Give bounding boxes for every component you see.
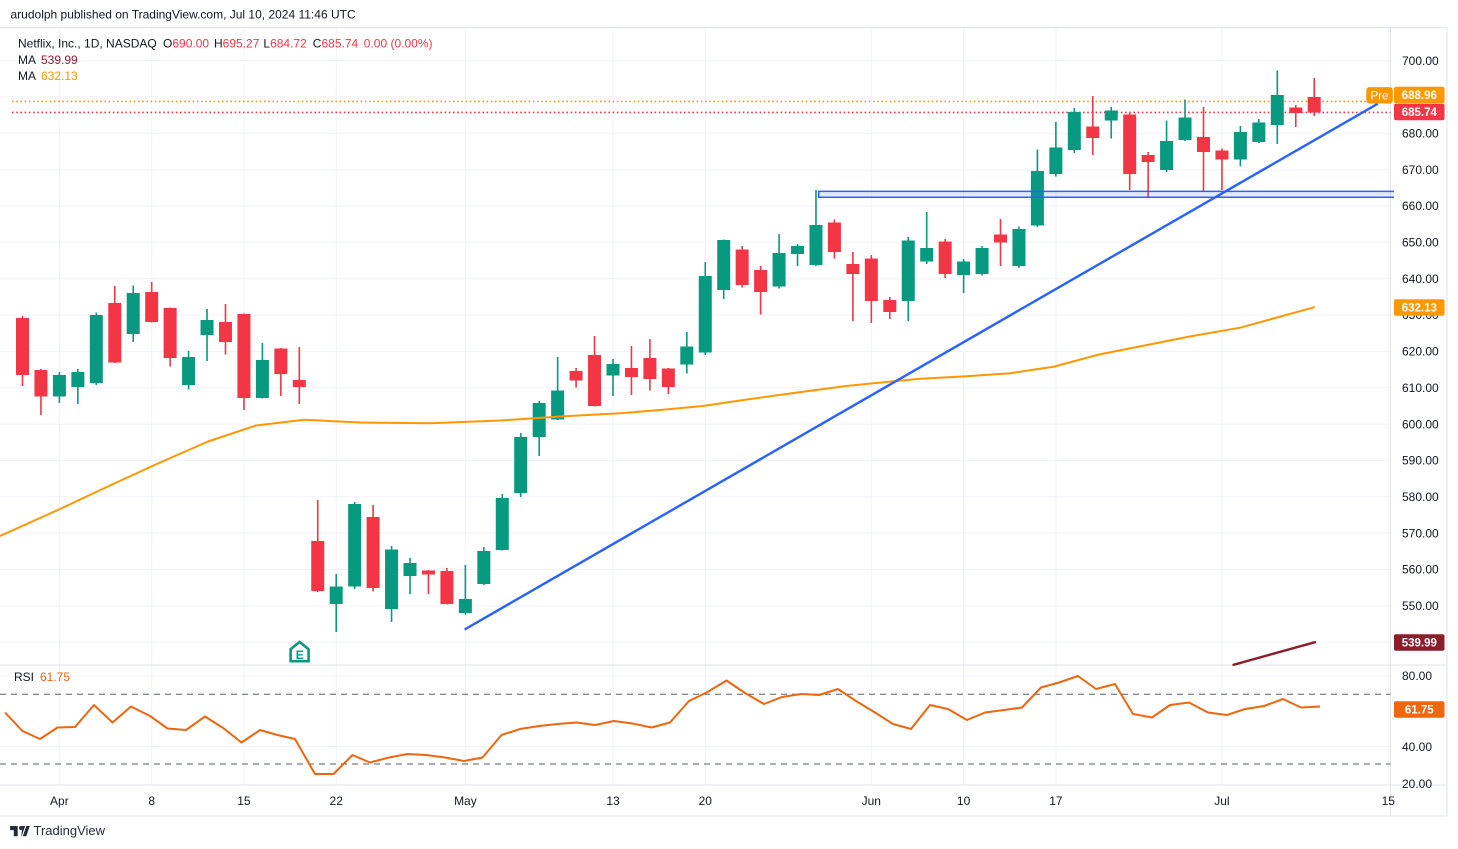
svg-text:20.00: 20.00: [1402, 777, 1432, 791]
svg-text:570.00: 570.00: [1402, 526, 1439, 540]
svg-text:13: 13: [606, 794, 620, 808]
svg-text:Jul: Jul: [1214, 794, 1229, 808]
svg-text:arudolph published on TradingV: arudolph published on TradingView.com, J…: [11, 8, 356, 22]
svg-text:Pre: Pre: [1371, 90, 1389, 102]
svg-text:May: May: [454, 794, 477, 808]
svg-text:560.00: 560.00: [1402, 563, 1439, 577]
svg-text:680.00: 680.00: [1402, 127, 1439, 141]
svg-text:61.75: 61.75: [1405, 705, 1434, 717]
svg-text:15: 15: [1382, 794, 1396, 808]
svg-text:650.00: 650.00: [1402, 236, 1439, 250]
svg-text:539.99: 539.99: [1402, 638, 1437, 650]
svg-text:660.00: 660.00: [1402, 199, 1439, 213]
svg-text:17: 17: [1049, 794, 1063, 808]
svg-text:550.00: 550.00: [1402, 599, 1439, 613]
svg-text:600.00: 600.00: [1402, 417, 1439, 431]
svg-text:10: 10: [957, 794, 971, 808]
svg-text:610.00: 610.00: [1402, 381, 1439, 395]
svg-text:Apr: Apr: [50, 794, 69, 808]
svg-text:Jun: Jun: [862, 794, 881, 808]
svg-text:580.00: 580.00: [1402, 490, 1439, 504]
svg-text:620.00: 620.00: [1402, 345, 1439, 359]
svg-text:TradingView: TradingView: [34, 823, 106, 838]
svg-text:8: 8: [148, 794, 155, 808]
svg-text:688.96: 688.96: [1402, 90, 1437, 102]
svg-text:632.13: 632.13: [1402, 303, 1437, 315]
svg-text:15: 15: [237, 794, 251, 808]
svg-text:640.00: 640.00: [1402, 272, 1439, 286]
svg-text:590.00: 590.00: [1402, 454, 1439, 468]
svg-text:670.00: 670.00: [1402, 163, 1439, 177]
svg-text:685.74: 685.74: [1402, 107, 1438, 119]
svg-text:40.00: 40.00: [1402, 740, 1432, 754]
svg-text:E: E: [296, 648, 304, 662]
svg-text:20: 20: [699, 794, 713, 808]
svg-text:80.00: 80.00: [1402, 669, 1432, 683]
svg-text:700.00: 700.00: [1402, 54, 1439, 68]
svg-text:22: 22: [330, 794, 344, 808]
